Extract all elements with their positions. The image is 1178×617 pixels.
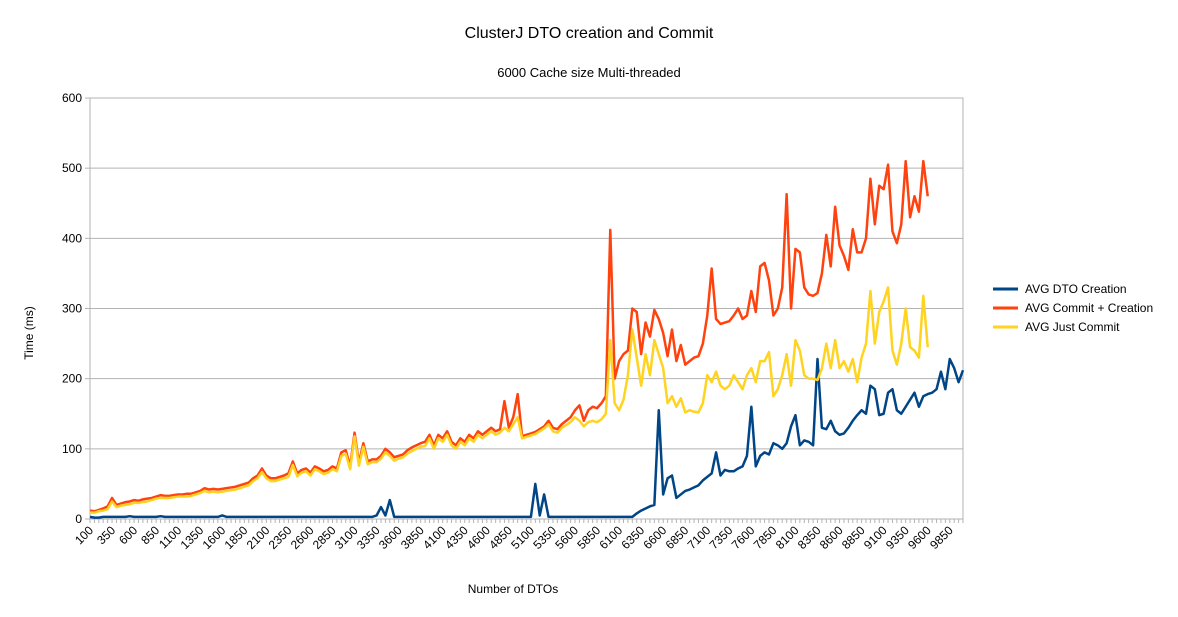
x-axis-ticks: 1003506008501100135016001850210023502600… <box>72 519 964 552</box>
x-tick-label: 5850 <box>574 523 603 552</box>
x-tick-label: 7600 <box>729 523 758 552</box>
legend: AVG DTO Creation AVG Commit + Creation AVG… <box>993 282 1153 334</box>
x-axis-label: Number of DTOs <box>468 582 558 596</box>
legend-label: AVG DTO Creation <box>1025 282 1127 296</box>
x-tick-label: 6600 <box>641 523 670 552</box>
x-tick-label: 4600 <box>464 523 493 552</box>
x-tick-label: 6850 <box>663 523 692 552</box>
x-tick-label: 2850 <box>310 523 339 552</box>
y-tick-label: 200 <box>62 372 82 386</box>
x-tick-label: 2600 <box>288 523 317 552</box>
x-tick-label: 4100 <box>420 523 449 552</box>
y-tick-label: 0 <box>75 512 82 526</box>
legend-label: AVG Commit + Creation <box>1025 301 1153 315</box>
y-tick-label: 500 <box>62 161 82 175</box>
x-tick-label: 9350 <box>883 523 912 552</box>
x-tick-label: 8100 <box>773 523 802 552</box>
x-tick-label: 8850 <box>839 523 868 552</box>
x-tick-label: 600 <box>116 523 140 547</box>
x-tick-label: 5350 <box>530 523 559 552</box>
x-tick-label: 9600 <box>905 523 934 552</box>
x-tick-label: 8600 <box>817 523 846 552</box>
chart-subtitle: 6000 Cache size Multi-threaded <box>497 65 681 80</box>
x-tick-label: 7100 <box>685 523 714 552</box>
x-tick-label: 2100 <box>244 523 273 552</box>
x-tick-label: 1600 <box>200 523 229 552</box>
x-tick-label: 9850 <box>927 523 956 552</box>
y-tick-label: 400 <box>62 231 82 245</box>
gridlines <box>90 97 963 520</box>
y-axis-ticks: 0 100 200 300 400 500 600 <box>62 91 90 526</box>
x-tick-label: 7850 <box>751 523 780 552</box>
x-tick-label: 4850 <box>486 523 515 552</box>
y-tick-label: 300 <box>62 302 82 316</box>
x-tick-label: 4350 <box>442 523 471 552</box>
x-tick-label: 6100 <box>596 523 625 552</box>
y-tick-label: 600 <box>62 91 82 105</box>
y-axis-label: Time (ms) <box>22 306 36 360</box>
x-tick-label: 3850 <box>398 523 427 552</box>
x-tick-label: 350 <box>94 523 118 547</box>
series-lines <box>89 159 965 519</box>
x-tick-label: 6350 <box>618 523 647 552</box>
chart-title: ClusterJ DTO creation and Commit <box>465 25 714 42</box>
y-tick-label: 100 <box>62 442 82 456</box>
x-tick-label: 1850 <box>222 523 251 552</box>
x-tick-label: 100 <box>72 523 96 547</box>
x-tick-label: 1100 <box>156 523 184 551</box>
x-tick-label: 8350 <box>795 523 824 552</box>
legend-label: AVG Just Commit <box>1025 320 1120 334</box>
x-tick-label: 3100 <box>332 523 361 552</box>
series-line-1 <box>89 357 965 519</box>
x-tick-label: 2350 <box>266 523 295 552</box>
x-tick-label: 9100 <box>861 523 890 552</box>
series-line-2 <box>89 159 929 513</box>
x-tick-label: 7350 <box>707 523 736 552</box>
x-tick-label: 5100 <box>508 523 537 552</box>
x-tick-label: 5600 <box>552 523 581 552</box>
x-tick-label: 3350 <box>354 523 383 552</box>
series-line-3 <box>90 286 929 514</box>
x-tick-label: 3600 <box>376 523 405 552</box>
x-tick-label: 1350 <box>178 523 207 552</box>
